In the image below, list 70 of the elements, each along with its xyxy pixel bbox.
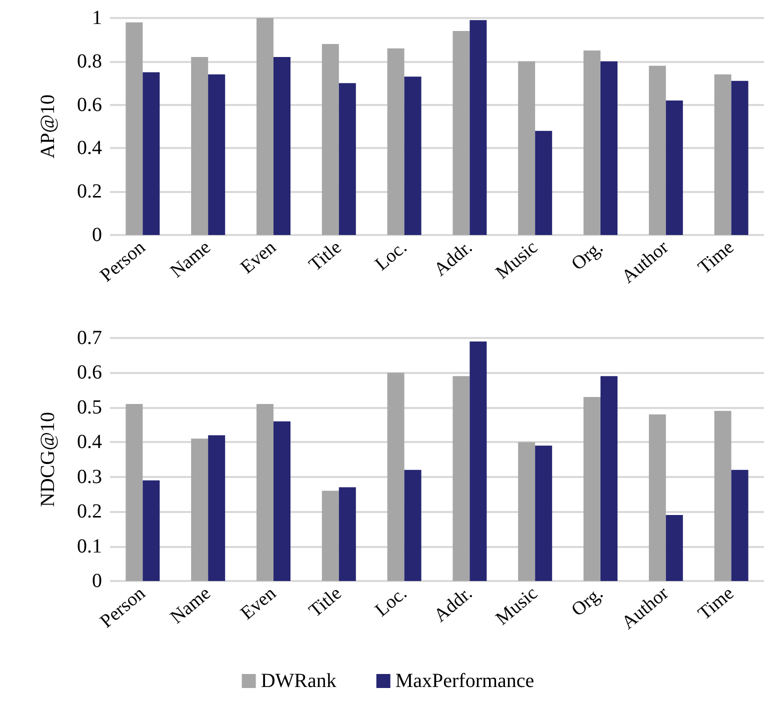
bar	[322, 490, 339, 581]
bar	[731, 80, 748, 235]
bar	[256, 18, 274, 235]
y-tick-label: 0.6	[77, 94, 102, 116]
y-tick-label: 0.8	[77, 50, 102, 72]
y-tick-label: 0.2	[77, 500, 102, 523]
bar	[666, 515, 683, 581]
bar	[387, 48, 404, 235]
bar	[535, 130, 552, 235]
bar	[470, 341, 487, 581]
y-tick-label: 0.4	[77, 137, 102, 160]
y-tick-label: 0.3	[77, 466, 102, 488]
x-tick-label: Title	[305, 236, 346, 276]
y-tick-label: 0	[92, 224, 102, 246]
bar	[518, 61, 536, 235]
x-tick-label: Addr.	[430, 582, 476, 627]
y-tick-label: 0	[92, 570, 102, 592]
y-tick-label: 1	[92, 7, 102, 29]
y-tick-label: 0.6	[77, 362, 102, 384]
bar	[142, 480, 160, 581]
x-tick-label: Even	[236, 582, 281, 624]
bar	[126, 404, 143, 581]
bar	[274, 57, 290, 235]
bar	[338, 487, 356, 581]
bar	[518, 442, 536, 581]
bar	[404, 470, 422, 581]
bar	[666, 100, 683, 235]
x-tick-label: Even	[236, 236, 281, 278]
bar	[142, 72, 160, 235]
bar	[714, 74, 732, 235]
bar	[208, 74, 226, 235]
bar	[600, 376, 618, 581]
bar	[648, 66, 666, 235]
bar	[208, 435, 226, 581]
x-tick-label: Addr.	[430, 236, 476, 281]
legend-label: MaxPerformance	[395, 670, 534, 692]
legend-label: DWRank	[260, 670, 336, 692]
bar	[452, 376, 470, 581]
bar	[191, 438, 208, 581]
bar	[584, 397, 600, 581]
bar	[470, 20, 487, 235]
bar	[322, 44, 339, 235]
bar	[731, 470, 748, 581]
bar	[648, 414, 666, 581]
y-tick-label: 0.2	[77, 180, 102, 203]
y-axis-title: NDCG@10	[37, 412, 59, 508]
y-tick-label: 0.7	[77, 327, 102, 349]
y-tick-label: 0.5	[77, 396, 102, 418]
x-tick-label: Loc.	[371, 582, 412, 622]
x-tick-label: Title	[305, 582, 346, 622]
bar	[404, 76, 422, 235]
bar	[387, 372, 404, 581]
bar	[191, 57, 208, 235]
bar	[600, 61, 618, 235]
bar	[338, 83, 356, 235]
bar	[256, 404, 274, 581]
bar	[584, 50, 600, 235]
x-tick-label: Org.	[568, 582, 608, 621]
x-tick-label: Time	[694, 236, 738, 278]
bar	[714, 410, 732, 581]
x-tick-label: Time	[694, 582, 738, 624]
x-tick-label: Org.	[568, 236, 608, 275]
y-axis-title: AP@10	[37, 94, 59, 158]
y-tick-label: 0.1	[77, 535, 102, 558]
bar	[535, 446, 552, 581]
bar	[452, 31, 470, 235]
y-tick-label: 0.4	[77, 431, 102, 454]
x-tick-label: Loc.	[371, 236, 412, 276]
bar	[126, 22, 143, 235]
bar	[274, 421, 290, 581]
